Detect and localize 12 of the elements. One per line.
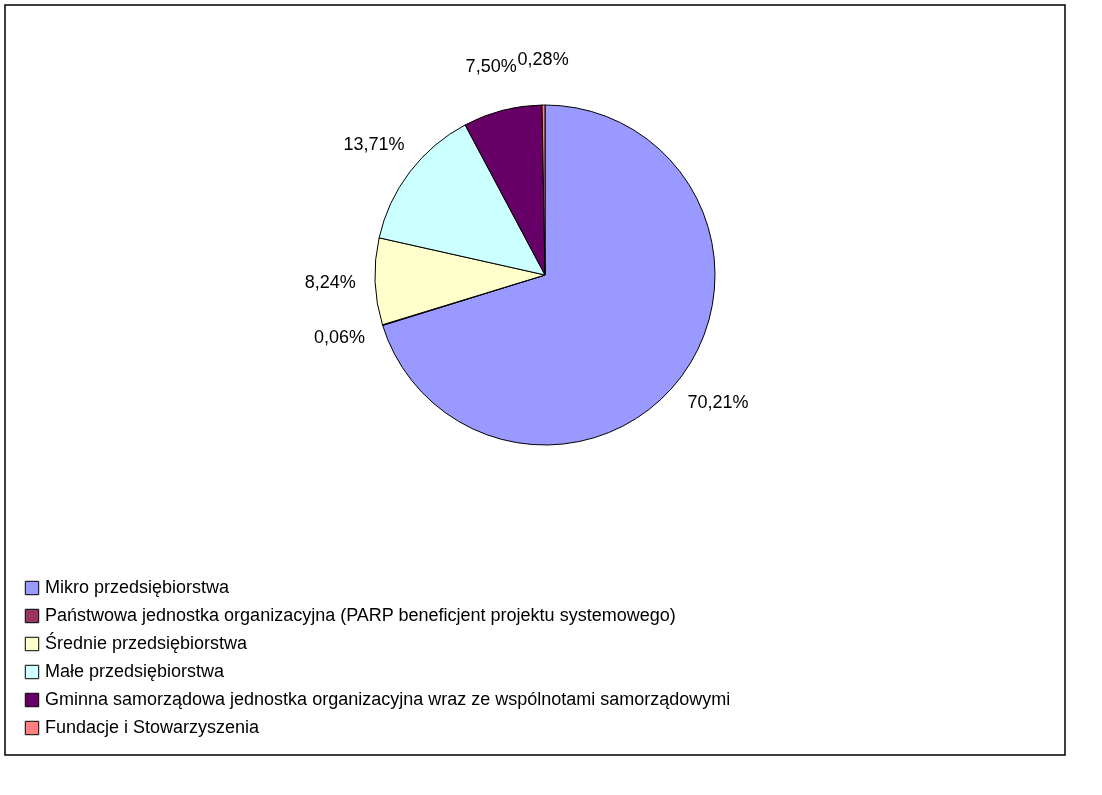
- legend-label: Fundacje i Stowarzyszenia: [45, 717, 261, 737]
- data-label: 7,50%: [465, 55, 517, 76]
- data-label: 0,06%: [314, 327, 366, 348]
- legend-label: Mikro przedsiębiorstwa: [45, 577, 231, 597]
- legend-label: Gminna samorządowa jednostka organizacyjna wraz ze wspólnotami samorządowymi: [45, 689, 731, 709]
- data-label: 8,24%: [304, 272, 356, 293]
- data-label: 70,21%: [687, 391, 749, 412]
- data-label: 0,28%: [517, 49, 569, 70]
- data-label: 13,71%: [343, 133, 405, 154]
- legend-label: Małe przedsiębiorstwa: [45, 661, 226, 681]
- legend-label: Państwowa jednostka organizacyjna (PARP beneficjent projektu systemowego): [45, 605, 676, 625]
- legend-label: Średnie przedsiębiorstwa: [45, 632, 249, 653]
